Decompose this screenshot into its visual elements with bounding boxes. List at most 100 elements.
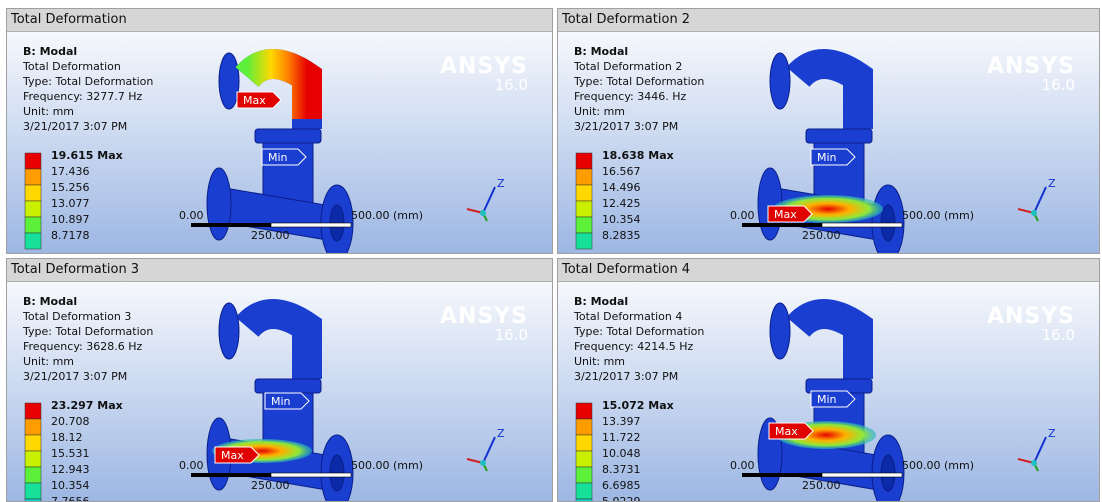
legend-swatch	[576, 185, 592, 201]
legend-value: 17.436	[51, 165, 90, 178]
legend-value: 10.048	[602, 447, 641, 460]
legend-value: 15.531	[51, 447, 90, 460]
legend-swatch	[25, 169, 41, 185]
legend-value: 10.354	[51, 479, 90, 492]
info-line: Type: Total Deformation	[573, 75, 704, 88]
legend-swatch	[576, 467, 592, 483]
legend-value: 14.496	[602, 181, 641, 194]
info-line: B: Modal	[574, 295, 628, 308]
axis-label: Z	[1048, 177, 1056, 190]
result-panel: B: Modal Total Deformation 2 Type: Total D…	[557, 8, 1100, 254]
legend-swatch	[25, 419, 41, 435]
scale-bar	[742, 223, 822, 227]
axis-origin	[480, 210, 486, 216]
info-line: Total Deformation 3	[22, 310, 131, 323]
info-line: Unit: mm	[574, 105, 625, 118]
panel-title: Total Deformation 2	[558, 9, 1099, 32]
screen: B: Modal Total Deformation Type: Total Def…	[0, 0, 1102, 502]
min-label: Min	[271, 395, 291, 408]
scale-label: 0.00	[730, 459, 755, 472]
legend-value: 10.354	[602, 213, 641, 226]
scale-label: 250.00	[802, 479, 841, 492]
scale-label: 250.00	[251, 479, 290, 492]
legend-swatch	[25, 467, 41, 483]
info-line: Total Deformation 2	[573, 60, 682, 73]
legend-swatch	[25, 217, 41, 233]
legend-value: 7.7656	[51, 495, 90, 502]
info-line: Type: Total Deformation	[573, 325, 704, 338]
scale-label: 250.00	[802, 229, 841, 242]
legend-swatch	[576, 153, 592, 169]
legend-value: 15.072 Max	[602, 399, 674, 412]
info-line: Unit: mm	[574, 355, 625, 368]
info-line: B: Modal	[574, 45, 628, 58]
panel-title: Total Deformation	[7, 9, 552, 32]
legend-swatch	[576, 217, 592, 233]
info-line: Total Deformation	[22, 60, 121, 73]
axis-z	[1034, 187, 1046, 213]
legend-swatch	[576, 403, 592, 419]
legend-swatch	[25, 483, 41, 499]
info-line: Total Deformation 4	[573, 310, 682, 323]
legend-value: 15.256	[51, 181, 90, 194]
min-label: Min	[817, 393, 837, 406]
scale-label: 0.00	[179, 459, 204, 472]
viewport: B: Modal Total Deformation 4 Type: Total D…	[558, 259, 1100, 502]
scale-label: 500.00 (mm)	[902, 459, 974, 472]
axis-z	[1034, 437, 1046, 463]
axis-label: Z	[497, 427, 505, 440]
axis-origin	[1031, 460, 1037, 466]
scale-label: 500.00 (mm)	[351, 209, 423, 222]
legend-value: 12.425	[602, 197, 641, 210]
scale-bar	[271, 223, 351, 227]
legend-value: 8.3731	[602, 463, 641, 476]
legend-value: 8.2835	[602, 229, 641, 242]
scale-label: 250.00	[251, 229, 290, 242]
legend-value: 19.615 Max	[51, 149, 123, 162]
legend-swatch	[576, 169, 592, 185]
legend-swatch	[25, 451, 41, 467]
scale-label: 0.00	[179, 209, 204, 222]
axis-origin	[480, 460, 486, 466]
version: 16.0	[495, 76, 528, 94]
info-line: Frequency: 3446. Hz	[574, 90, 686, 103]
max-label: Max	[774, 208, 797, 221]
min-label: Min	[817, 151, 837, 164]
info-line: 3/21/2017 3:07 PM	[574, 370, 678, 383]
version: 16.0	[1042, 326, 1075, 344]
axis-z	[483, 187, 495, 213]
legend-swatch	[25, 201, 41, 217]
legend-swatch	[25, 403, 41, 419]
version: 16.0	[1042, 76, 1075, 94]
legend-value: 11.722	[602, 431, 641, 444]
info-line: Type: Total Deformation	[22, 325, 153, 338]
info-line: Type: Total Deformation	[22, 75, 153, 88]
legend-value: 10.897	[51, 213, 90, 226]
max-label: Max	[243, 94, 266, 107]
result-panel: B: Modal Total Deformation 3 Type: Total D…	[6, 258, 553, 502]
axis-z	[483, 437, 495, 463]
legend-value: 6.6985	[602, 479, 641, 492]
legend-swatch	[25, 435, 41, 451]
info-line: Unit: mm	[23, 355, 74, 368]
axis-origin	[1031, 210, 1037, 216]
scale-bar	[822, 223, 902, 227]
axis-label: Z	[1048, 427, 1056, 440]
info-line: 3/21/2017 3:07 PM	[574, 120, 678, 133]
legend-value: 23.297 Max	[51, 399, 123, 412]
info-line: B: Modal	[23, 295, 77, 308]
panel-title: Total Deformation 4	[558, 259, 1099, 282]
info-line: Frequency: 4214.5 Hz	[574, 340, 693, 353]
legend-value: 13.397	[602, 415, 641, 428]
info-line: Frequency: 3277.7 Hz	[23, 90, 142, 103]
legend-swatch	[25, 153, 41, 169]
axis-label: Z	[497, 177, 505, 190]
legend-swatch	[576, 483, 592, 499]
scale-label: 500.00 (mm)	[351, 459, 423, 472]
legend-value: 12.943	[51, 463, 90, 476]
result-panel: B: Modal Total Deformation 4 Type: Total D…	[557, 258, 1100, 502]
legend-value: 18.638 Max	[602, 149, 674, 162]
legend-value: 8.7178	[51, 229, 90, 242]
